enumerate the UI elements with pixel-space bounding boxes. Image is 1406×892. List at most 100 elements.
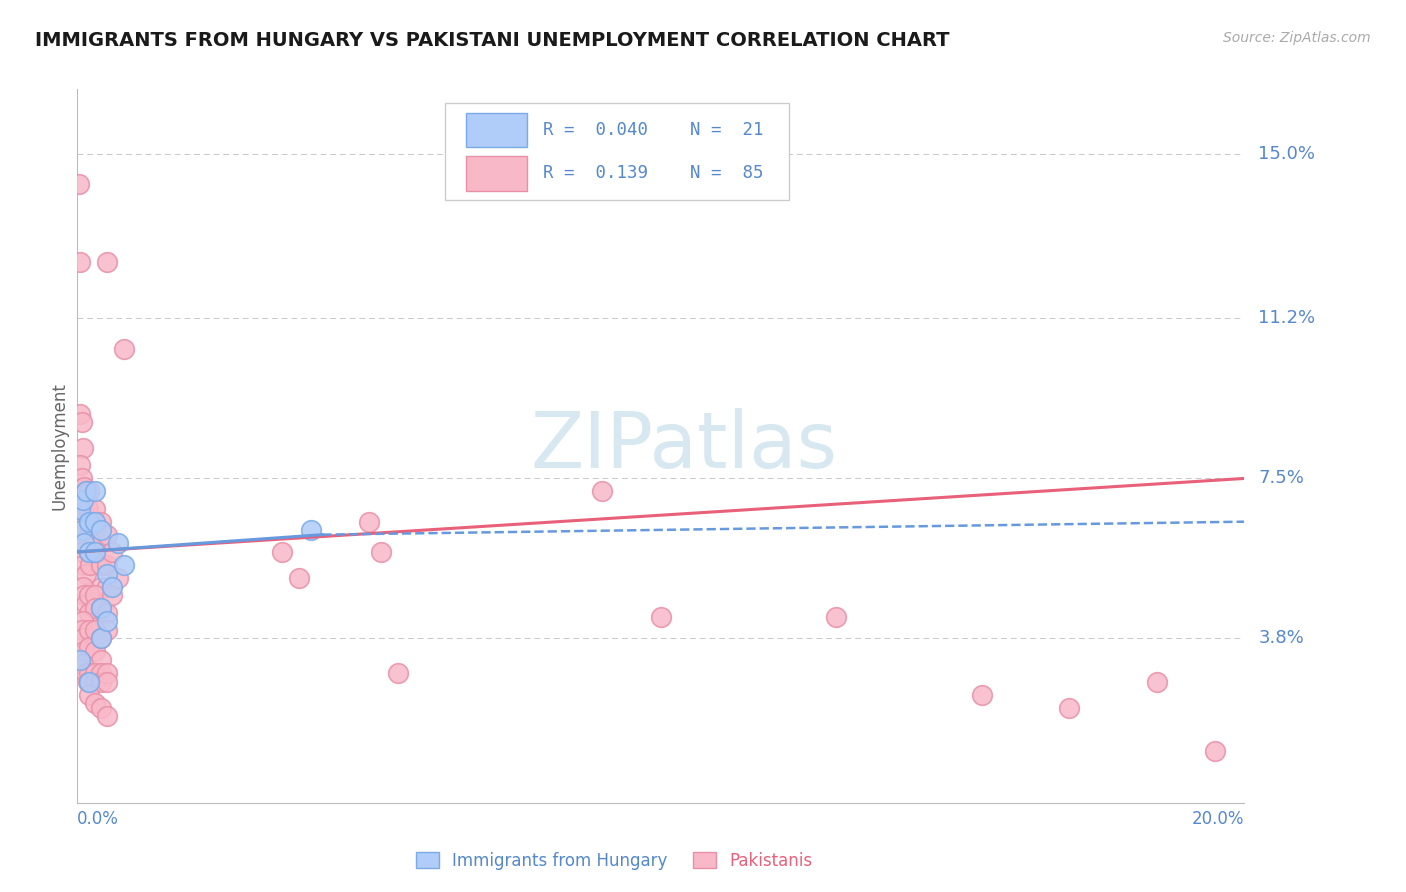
Point	[73, 519, 96, 533]
Point	[90, 632, 112, 646]
Point	[96, 614, 118, 628]
FancyBboxPatch shape	[465, 156, 527, 191]
Point	[77, 640, 100, 654]
Text: IMMIGRANTS FROM HUNGARY VS PAKISTANI UNEMPLOYMENT CORRELATION CHART: IMMIGRANTS FROM HUNGARY VS PAKISTANI UNE…	[35, 31, 949, 50]
Point	[90, 700, 112, 714]
Point	[112, 558, 135, 572]
Point	[83, 484, 105, 499]
Text: 0.0%: 0.0%	[77, 810, 120, 828]
Point	[83, 601, 105, 615]
Legend: Immigrants from Hungary, Pakistanis: Immigrants from Hungary, Pakistanis	[409, 846, 820, 877]
Point	[70, 415, 93, 429]
Point	[83, 501, 105, 516]
Point	[357, 515, 380, 529]
Point	[107, 536, 129, 550]
Point	[75, 597, 97, 611]
Point	[96, 709, 118, 723]
Text: Source: ZipAtlas.com: Source: ZipAtlas.com	[1223, 31, 1371, 45]
Point	[77, 545, 100, 559]
Point	[96, 674, 118, 689]
Point	[77, 606, 100, 620]
Point	[70, 545, 93, 559]
Point	[79, 558, 101, 572]
Point	[1204, 744, 1226, 758]
Point	[70, 524, 93, 538]
Point	[70, 623, 93, 637]
Point	[73, 588, 96, 602]
Text: 15.0%: 15.0%	[1258, 145, 1315, 163]
Point	[73, 480, 96, 494]
Point	[77, 623, 100, 637]
Point	[75, 566, 97, 581]
Point	[69, 407, 91, 421]
Point	[72, 657, 94, 672]
Point	[77, 545, 100, 559]
Point	[107, 571, 129, 585]
Point	[75, 484, 97, 499]
Point	[90, 580, 112, 594]
Point	[96, 623, 118, 637]
Point	[112, 342, 135, 356]
Point	[83, 588, 105, 602]
Point	[101, 545, 124, 559]
Point	[90, 515, 112, 529]
Point	[83, 545, 105, 559]
Point	[270, 545, 292, 559]
Point	[72, 558, 94, 572]
Text: 7.5%: 7.5%	[1258, 469, 1305, 487]
Point	[72, 493, 94, 508]
Point	[592, 484, 614, 499]
Point	[101, 580, 124, 594]
Point	[824, 610, 846, 624]
Point	[1057, 700, 1080, 714]
Point	[83, 515, 105, 529]
Point	[77, 666, 100, 681]
Point	[72, 501, 94, 516]
Point	[77, 588, 100, 602]
Point	[90, 653, 112, 667]
Point	[83, 696, 105, 710]
Point	[76, 501, 98, 516]
Point	[69, 501, 91, 516]
Point	[90, 632, 112, 646]
Point	[70, 510, 93, 524]
Point	[650, 610, 672, 624]
Point	[73, 536, 96, 550]
Point	[90, 666, 112, 681]
Point	[90, 601, 112, 615]
Text: 11.2%: 11.2%	[1258, 310, 1316, 327]
Point	[83, 674, 105, 689]
Point	[83, 644, 105, 658]
Point	[970, 688, 993, 702]
Point	[72, 632, 94, 646]
Text: R =  0.040    N =  21: R = 0.040 N = 21	[543, 121, 763, 139]
Point	[69, 653, 91, 667]
Point	[70, 471, 93, 485]
Point	[83, 524, 105, 538]
Point	[69, 458, 91, 473]
Point	[77, 515, 100, 529]
Point	[75, 524, 97, 538]
Point	[72, 580, 94, 594]
Point	[90, 536, 112, 550]
Point	[77, 527, 100, 541]
Point	[90, 524, 112, 538]
Point	[83, 536, 105, 550]
Text: 3.8%: 3.8%	[1258, 630, 1303, 648]
Point	[387, 666, 409, 681]
Point	[96, 527, 118, 541]
Point	[96, 606, 118, 620]
Point	[370, 545, 392, 559]
Text: 20.0%: 20.0%	[1192, 810, 1244, 828]
Point	[75, 666, 97, 681]
Point	[96, 255, 118, 269]
Point	[77, 484, 100, 499]
Point	[83, 623, 105, 637]
Point	[1146, 674, 1168, 689]
Point	[69, 255, 91, 269]
Y-axis label: Unemployment: Unemployment	[51, 382, 69, 510]
Point	[96, 566, 118, 581]
Point	[72, 614, 94, 628]
Point	[96, 666, 118, 681]
FancyBboxPatch shape	[444, 103, 789, 200]
